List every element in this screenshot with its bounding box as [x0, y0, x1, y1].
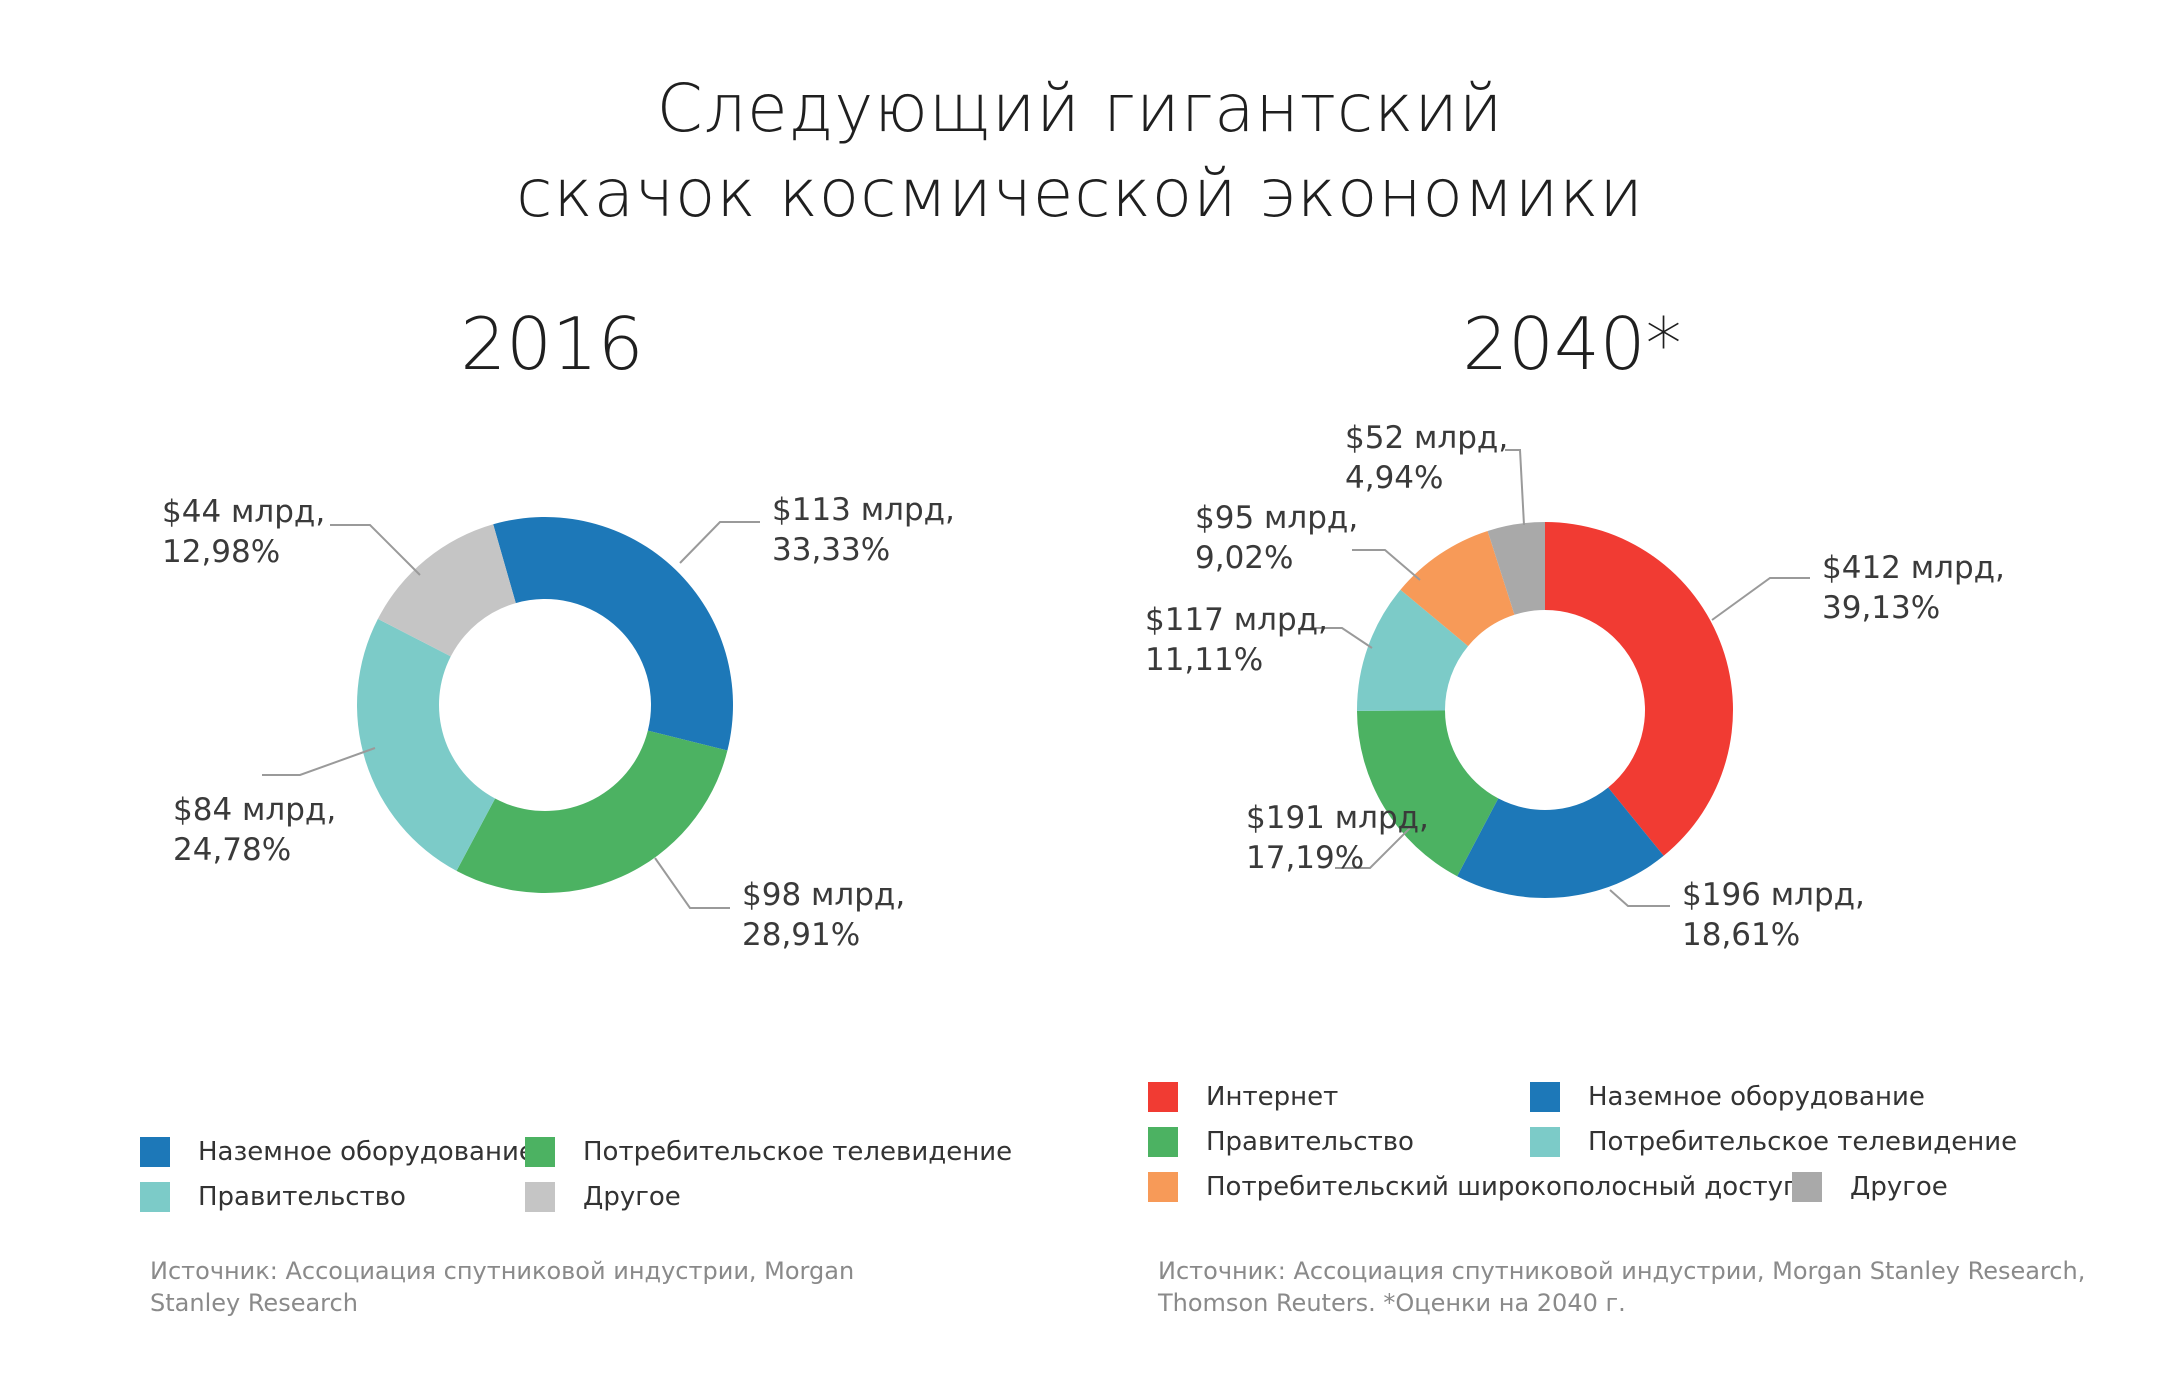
donut-slice [493, 517, 733, 751]
legend-item: Правительство [140, 1180, 406, 1214]
data-label-percent: 4,94% [1345, 460, 1443, 496]
donut-slice [1357, 589, 1469, 711]
source-note-2016: Источник: Ассоциация спутниковой индустр… [150, 1255, 854, 1319]
legend-item: Потребительское телевидение [525, 1135, 1012, 1169]
legend-item: Другое [525, 1180, 681, 1214]
leader-line [262, 747, 376, 776]
legend-swatch [525, 1182, 555, 1212]
legend-label: Правительство [198, 1182, 406, 1212]
donut-chart-2040: $412 млрд, 39,13% $196 млрд, 18,61% $191 млр… [1145, 420, 2005, 953]
donut-slice [377, 524, 516, 657]
legend-item: Интернет [1148, 1080, 1338, 1114]
legend-swatch [1148, 1172, 1178, 1202]
donut-slice [1400, 530, 1515, 647]
data-label-value: $412 млрд, [1822, 550, 2005, 586]
donut-chart-2016: $113 млрд, 33,33% $98 млрд, 28,91% $84 млрд,… [162, 492, 955, 953]
leader-line [1711, 577, 1810, 621]
source-line: Источник: Ассоциация спутниковой индустр… [150, 1257, 855, 1285]
leader-line [1352, 549, 1421, 581]
legend-swatch [1148, 1082, 1178, 1112]
legend-swatch [1148, 1127, 1178, 1157]
donut-slice [1457, 787, 1664, 898]
data-label-percent: 39,13% [1822, 590, 1940, 626]
data-label-percent: 9,02% [1195, 540, 1293, 576]
legend-swatch [525, 1137, 555, 1167]
legend-swatch [1530, 1082, 1560, 1112]
leader-line [1335, 827, 1411, 869]
legend-swatch [1792, 1172, 1822, 1202]
data-label-percent: 17,19% [1246, 840, 1364, 876]
legend-label: Потребительское телевидение [1588, 1127, 2018, 1157]
legend-swatch [1530, 1127, 1560, 1157]
donut-slice [1487, 522, 1545, 615]
chart-title-line-1: Следующий гигантский [656, 70, 1504, 147]
donut-slice [1545, 522, 1733, 856]
source-line: Источник: Ассоциация спутниковой индустр… [1158, 1257, 2086, 1285]
legend-label: Потребительское телевидение [583, 1137, 1013, 1167]
data-label-value: $196 млрд, [1682, 877, 1865, 913]
data-label-value: $52 млрд, [1345, 420, 1508, 456]
data-label-percent: 24,78% [173, 832, 291, 868]
legend-item: Наземное оборудование [1530, 1080, 1925, 1114]
legend-item: Наземное оборудование [140, 1135, 535, 1169]
legend-label: Интернет [1206, 1082, 1339, 1112]
legend-label: Другое [583, 1182, 681, 1212]
leader-line [1609, 889, 1670, 907]
leader-line [679, 521, 760, 564]
data-label-percent: 11,11% [1145, 642, 1263, 678]
legend-label: Наземное оборудование [198, 1137, 535, 1167]
legend-label: Другое [1850, 1172, 1948, 1202]
data-label-value: $98 млрд, [742, 877, 905, 913]
legend-label: Наземное оборудование [1588, 1082, 1925, 1112]
legend-item: Другое [1792, 1170, 1948, 1204]
data-label-value: $191 млрд, [1246, 800, 1429, 836]
legend-label: Правительство [1206, 1127, 1414, 1157]
legend-item: Потребительское телевидение [1530, 1125, 2017, 1159]
legend-item: Потребительский широкополосный доступ [1148, 1170, 1800, 1204]
data-label-percent: 18,61% [1682, 917, 1800, 953]
data-label-value: $113 млрд, [772, 492, 955, 528]
legend-swatch [140, 1182, 170, 1212]
donut-slice [456, 730, 728, 893]
data-label-percent: 12,98% [162, 534, 280, 570]
data-label-value: $44 млрд, [162, 494, 325, 530]
leader-line [1310, 627, 1373, 649]
leader-line [654, 857, 730, 909]
source-line: Stanley Research [150, 1289, 358, 1317]
data-label-value: $95 млрд, [1195, 500, 1358, 536]
donut-slice [1357, 710, 1499, 877]
leader-line [330, 524, 421, 576]
source-line: Thomson Reuters. *Оценки на 2040 г. [1158, 1289, 1626, 1317]
leader-line [1505, 449, 1525, 526]
chart-2016-title: 2016 [460, 302, 644, 386]
legend-swatch [140, 1137, 170, 1167]
chart-title-line-2: скачок космической экономики [516, 155, 1644, 232]
donut-slice [357, 618, 496, 871]
data-label-percent: 33,33% [772, 532, 890, 568]
legend-item: Правительство [1148, 1125, 1414, 1159]
data-label-value: $84 млрд, [173, 792, 336, 828]
data-label-value: $117 млрд, [1145, 602, 1328, 638]
source-note-2040: Источник: Ассоциация спутниковой индустр… [1158, 1255, 2085, 1319]
data-label-percent: 28,91% [742, 917, 860, 953]
chart-2040-title: 2040* [1462, 302, 1682, 386]
legend-label: Потребительский широкополосный доступ [1206, 1172, 1801, 1202]
